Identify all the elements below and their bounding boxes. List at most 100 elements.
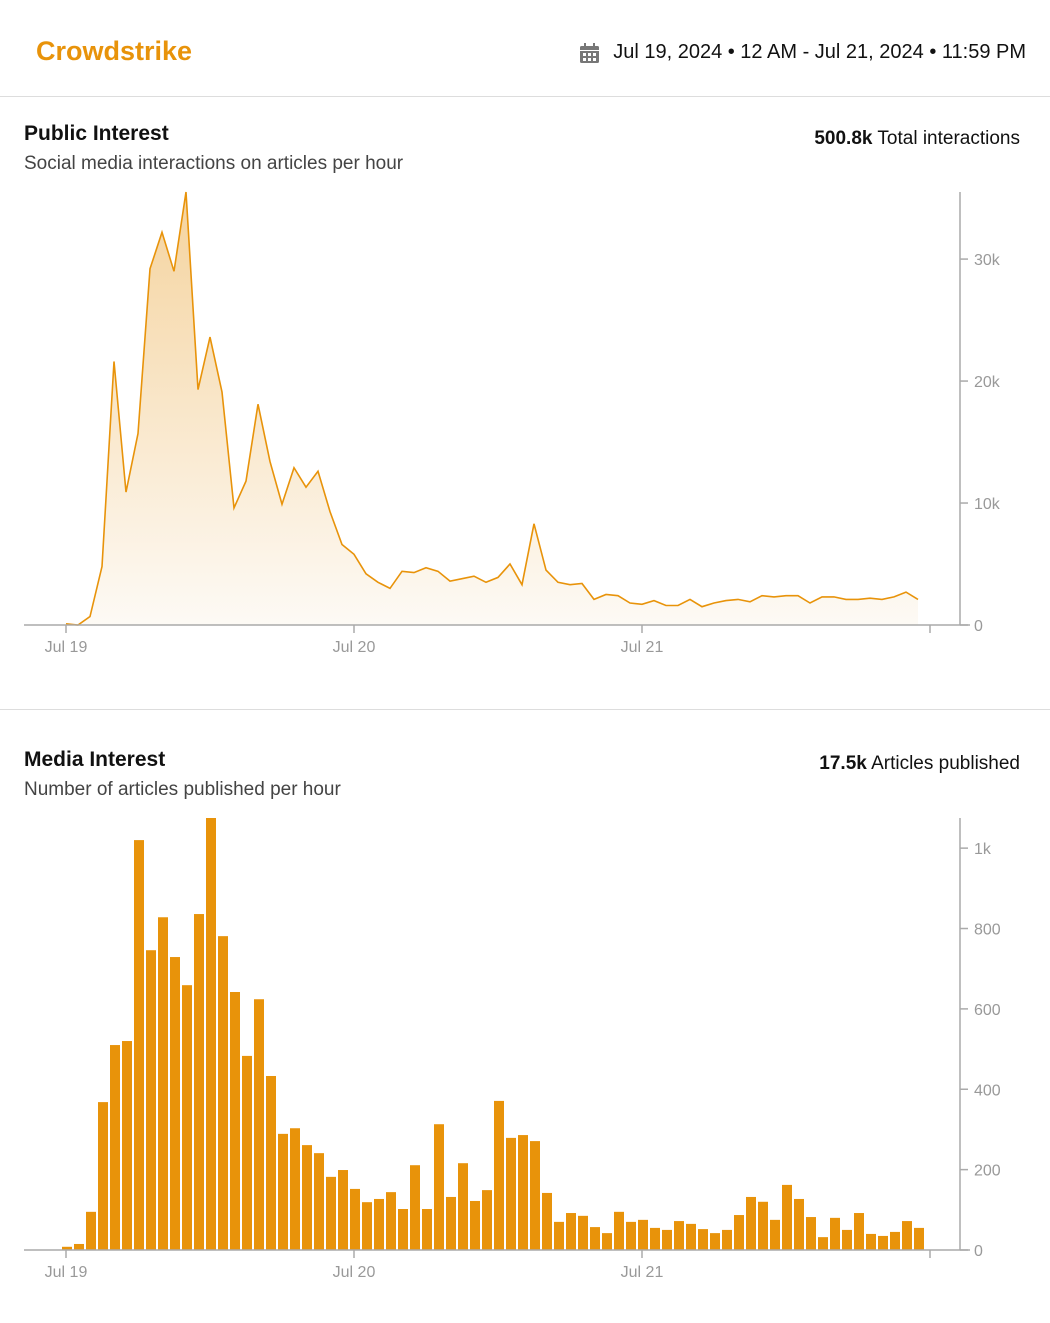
bar bbox=[494, 1100, 504, 1250]
x-tick-label: Jul 21 bbox=[621, 639, 664, 656]
x-tick-label: Jul 20 bbox=[333, 639, 376, 656]
y-tick-label: 400 bbox=[974, 1082, 1001, 1099]
bar bbox=[74, 1243, 84, 1250]
bar bbox=[122, 1041, 132, 1250]
bar bbox=[182, 985, 192, 1250]
bar bbox=[266, 1075, 276, 1250]
bar bbox=[914, 1227, 924, 1250]
bar bbox=[458, 1163, 468, 1250]
bar bbox=[422, 1209, 432, 1250]
y-tick-label: 20k bbox=[974, 374, 1001, 391]
bar bbox=[794, 1198, 804, 1250]
series-line bbox=[65, 191, 919, 626]
public-interest-title: Public Interest bbox=[24, 122, 169, 145]
bar bbox=[218, 936, 228, 1250]
bar bbox=[590, 1227, 600, 1250]
bar bbox=[746, 1196, 756, 1250]
bar bbox=[698, 1229, 708, 1250]
bar bbox=[902, 1221, 912, 1250]
y-tick-label: 1k bbox=[974, 841, 992, 858]
y-tick-label: 0 bbox=[974, 618, 983, 635]
bar bbox=[170, 957, 180, 1250]
bar bbox=[158, 917, 168, 1250]
bar bbox=[62, 1246, 72, 1250]
articles-published-value: 17.5k bbox=[819, 753, 867, 774]
bar bbox=[242, 1055, 252, 1250]
bar bbox=[230, 992, 240, 1250]
bar bbox=[578, 1215, 588, 1250]
bar bbox=[98, 1102, 108, 1250]
date-range-text: Jul 19, 2024 • 12 AM - Jul 21, 2024 • 11… bbox=[613, 41, 1026, 63]
bar bbox=[542, 1192, 552, 1250]
public-interest-total: 500.8k Total interactions bbox=[814, 128, 1020, 150]
y-tick-label: 200 bbox=[974, 1163, 1001, 1180]
x-tick-label: Jul 20 bbox=[333, 1264, 376, 1281]
bar bbox=[518, 1135, 528, 1250]
bar bbox=[614, 1211, 624, 1250]
bar bbox=[86, 1211, 96, 1250]
total-interactions-value: 500.8k bbox=[814, 128, 873, 149]
bar bbox=[278, 1133, 288, 1250]
section-divider bbox=[0, 709, 1050, 710]
bar bbox=[854, 1213, 864, 1250]
bar bbox=[338, 1170, 348, 1250]
bar bbox=[806, 1217, 816, 1250]
x-tick-label: Jul 19 bbox=[45, 639, 88, 656]
articles-published-label: Articles published bbox=[871, 753, 1020, 774]
bar bbox=[710, 1233, 720, 1250]
bar bbox=[374, 1198, 384, 1250]
area-fill bbox=[66, 192, 918, 625]
bar bbox=[386, 1192, 396, 1250]
y-tick-label: 600 bbox=[974, 1002, 1001, 1019]
bar bbox=[326, 1176, 336, 1250]
brand-title: Crowdstrike bbox=[36, 36, 193, 66]
bar bbox=[110, 1045, 120, 1250]
bar bbox=[134, 840, 144, 1250]
bar bbox=[362, 1202, 372, 1250]
bar bbox=[662, 1229, 672, 1250]
y-tick-label: 0 bbox=[974, 1243, 983, 1260]
bar bbox=[470, 1200, 480, 1250]
x-tick-label: Jul 19 bbox=[45, 1264, 88, 1281]
bar bbox=[890, 1231, 900, 1250]
public-interest-subtitle: Social media interactions on articles pe… bbox=[24, 153, 404, 174]
bar bbox=[770, 1219, 780, 1250]
y-tick-label: 10k bbox=[974, 496, 1001, 513]
bar bbox=[842, 1229, 852, 1250]
bar bbox=[314, 1153, 324, 1250]
bar bbox=[506, 1137, 516, 1250]
bar bbox=[758, 1201, 768, 1250]
y-tick-label: 800 bbox=[974, 922, 1001, 939]
bar bbox=[878, 1235, 888, 1250]
bar bbox=[818, 1237, 828, 1250]
bar bbox=[410, 1165, 420, 1250]
bar bbox=[194, 914, 204, 1250]
bar bbox=[782, 1184, 792, 1250]
calendar-icon bbox=[580, 42, 600, 63]
bar bbox=[554, 1221, 564, 1250]
media-interest-subtitle: Number of articles published per hour bbox=[24, 779, 341, 800]
bar bbox=[446, 1196, 456, 1250]
bar bbox=[398, 1209, 408, 1250]
bar bbox=[734, 1215, 744, 1250]
public-interest-chart: Jul 19 Jul 20 Jul 21 0 10k 20k 30k bbox=[24, 191, 1001, 656]
bar bbox=[146, 950, 156, 1250]
bar bbox=[674, 1221, 684, 1250]
bar bbox=[302, 1145, 312, 1250]
total-interactions-label: Total interactions bbox=[877, 128, 1020, 149]
bar bbox=[626, 1221, 636, 1250]
x-tick-label: Jul 21 bbox=[621, 1264, 664, 1281]
media-interest-title: Media Interest bbox=[24, 748, 166, 771]
media-interest-total: 17.5k Articles published bbox=[819, 753, 1020, 775]
bar bbox=[254, 999, 264, 1250]
bar bbox=[866, 1233, 876, 1250]
date-range-picker[interactable]: Jul 19, 2024 • 12 AM - Jul 21, 2024 • 11… bbox=[580, 41, 1026, 64]
bar bbox=[650, 1227, 660, 1250]
bar bbox=[290, 1128, 300, 1250]
bar bbox=[350, 1188, 360, 1250]
bar bbox=[722, 1229, 732, 1250]
header: Crowdstrike Jul 19, 2024 • 12 AM - Jul 2… bbox=[0, 0, 1050, 97]
bar bbox=[482, 1190, 492, 1250]
bar bbox=[686, 1223, 696, 1250]
bar bbox=[434, 1124, 444, 1250]
